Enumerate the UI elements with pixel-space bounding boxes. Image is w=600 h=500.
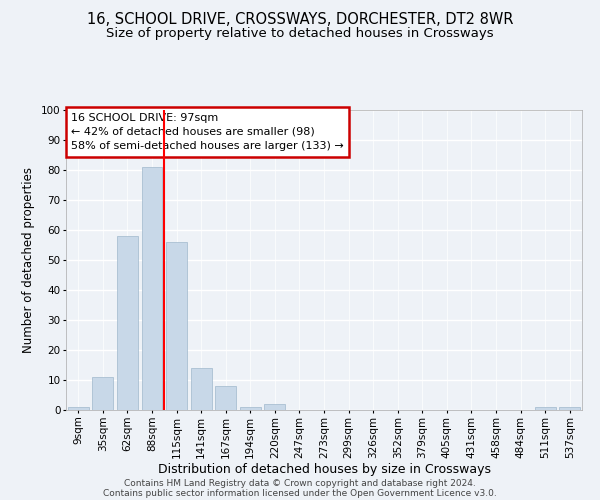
Text: Size of property relative to detached houses in Crossways: Size of property relative to detached ho… [106,28,494,40]
Bar [68,407,89,410]
Bar [559,407,580,410]
Bar [240,407,261,410]
Bar [142,167,163,410]
Bar [265,404,286,410]
Text: Contains HM Land Registry data © Crown copyright and database right 2024.: Contains HM Land Registry data © Crown c… [124,478,476,488]
Bar [166,242,187,410]
Y-axis label: Number of detached properties: Number of detached properties [22,167,35,353]
Bar [535,407,556,410]
X-axis label: Distribution of detached houses by size in Crossways: Distribution of detached houses by size … [157,463,491,476]
Text: Contains public sector information licensed under the Open Government Licence v3: Contains public sector information licen… [103,488,497,498]
Text: 16 SCHOOL DRIVE: 97sqm
← 42% of detached houses are smaller (98)
58% of semi-det: 16 SCHOOL DRIVE: 97sqm ← 42% of detached… [71,113,344,151]
Bar [215,386,236,410]
Bar [117,236,138,410]
Text: 16, SCHOOL DRIVE, CROSSWAYS, DORCHESTER, DT2 8WR: 16, SCHOOL DRIVE, CROSSWAYS, DORCHESTER,… [87,12,513,28]
Bar [92,377,113,410]
Bar [191,368,212,410]
